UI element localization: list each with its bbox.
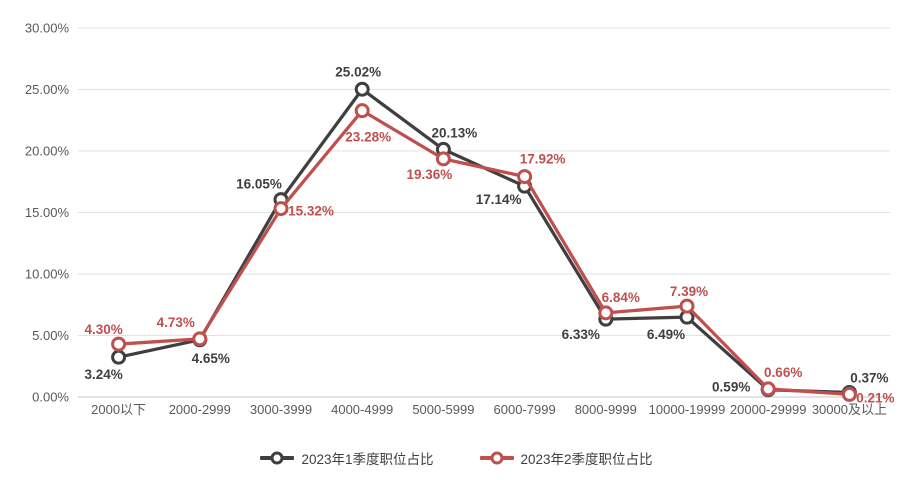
svg-text:15.32%: 15.32% <box>288 204 334 219</box>
svg-text:30000及以上: 30000及以上 <box>812 402 887 417</box>
gridlines <box>78 27 890 398</box>
svg-text:17.92%: 17.92% <box>520 152 566 167</box>
svg-text:5.00%: 5.00% <box>32 328 69 343</box>
legend-item-q1: 2023年1季度职位占比 <box>260 448 434 468</box>
svg-text:6.49%: 6.49% <box>647 327 685 342</box>
svg-text:0.59%: 0.59% <box>712 380 750 395</box>
svg-text:10000-19999: 10000-19999 <box>649 402 726 417</box>
svg-text:4.73%: 4.73% <box>157 315 195 330</box>
svg-text:15.00%: 15.00% <box>25 205 70 220</box>
series-1-data-labels: 3.24% 4.65% 16.05% 25.02% 20.13% 17.14% 6.33% 6… <box>84 64 888 394</box>
svg-text:4000-4999: 4000-4999 <box>331 402 393 417</box>
svg-text:8000-9999: 8000-9999 <box>575 402 637 417</box>
series-2-data-labels: 4.30% 4.73% 15.32% 23.28% 19.36% 17.92% 6.84% 7… <box>84 130 894 406</box>
svg-text:10.00%: 10.00% <box>25 267 70 282</box>
svg-text:0.00%: 0.00% <box>32 390 69 405</box>
svg-text:4.30%: 4.30% <box>84 322 122 337</box>
svg-text:17.14%: 17.14% <box>476 192 522 207</box>
legend-label-q1: 2023年1季度职位占比 <box>301 452 434 467</box>
svg-text:6.84%: 6.84% <box>602 290 640 305</box>
svg-text:5000-5999: 5000-5999 <box>412 402 474 417</box>
svg-text:25.00%: 25.00% <box>25 82 70 97</box>
legend-marker-q1-icon <box>260 451 295 465</box>
svg-text:19.36%: 19.36% <box>407 167 453 182</box>
svg-text:0.21%: 0.21% <box>856 390 894 405</box>
svg-text:7.39%: 7.39% <box>670 284 708 299</box>
svg-text:20.13%: 20.13% <box>432 125 478 140</box>
svg-text:16.05%: 16.05% <box>236 177 282 192</box>
svg-text:6.33%: 6.33% <box>562 327 600 342</box>
svg-text:20000-29999: 20000-29999 <box>730 402 807 417</box>
legend-marker-q2-icon <box>479 451 514 465</box>
svg-text:20.00%: 20.00% <box>25 144 70 159</box>
svg-text:25.02%: 25.02% <box>335 64 381 79</box>
svg-text:3000-3999: 3000-3999 <box>250 402 312 417</box>
svg-text:23.28%: 23.28% <box>345 130 391 145</box>
y-axis-labels: 0.00% 5.00% 10.00% 15.00% 20.00% 25.00% 30.00% <box>25 21 70 405</box>
legend-item-q2: 2023年2季度职位占比 <box>479 448 653 468</box>
x-axis-labels: 2000以下 2000-2999 3000-3999 4000-4999 5000-59… <box>91 402 887 417</box>
svg-text:0.37%: 0.37% <box>850 370 888 385</box>
svg-text:6000-7999: 6000-7999 <box>494 402 556 417</box>
series-2 <box>111 103 857 402</box>
svg-text:3.24%: 3.24% <box>84 367 122 382</box>
chart-legend: 2023年1季度职位占比 2023年2季度职位占比 <box>0 448 913 468</box>
svg-text:0.66%: 0.66% <box>764 365 802 380</box>
svg-text:2000-2999: 2000-2999 <box>169 402 231 417</box>
svg-text:4.65%: 4.65% <box>192 351 230 366</box>
legend-label-q2: 2023年2季度职位占比 <box>520 452 653 467</box>
svg-text:30.00%: 30.00% <box>25 21 70 36</box>
svg-text:2000以下: 2000以下 <box>91 402 146 417</box>
